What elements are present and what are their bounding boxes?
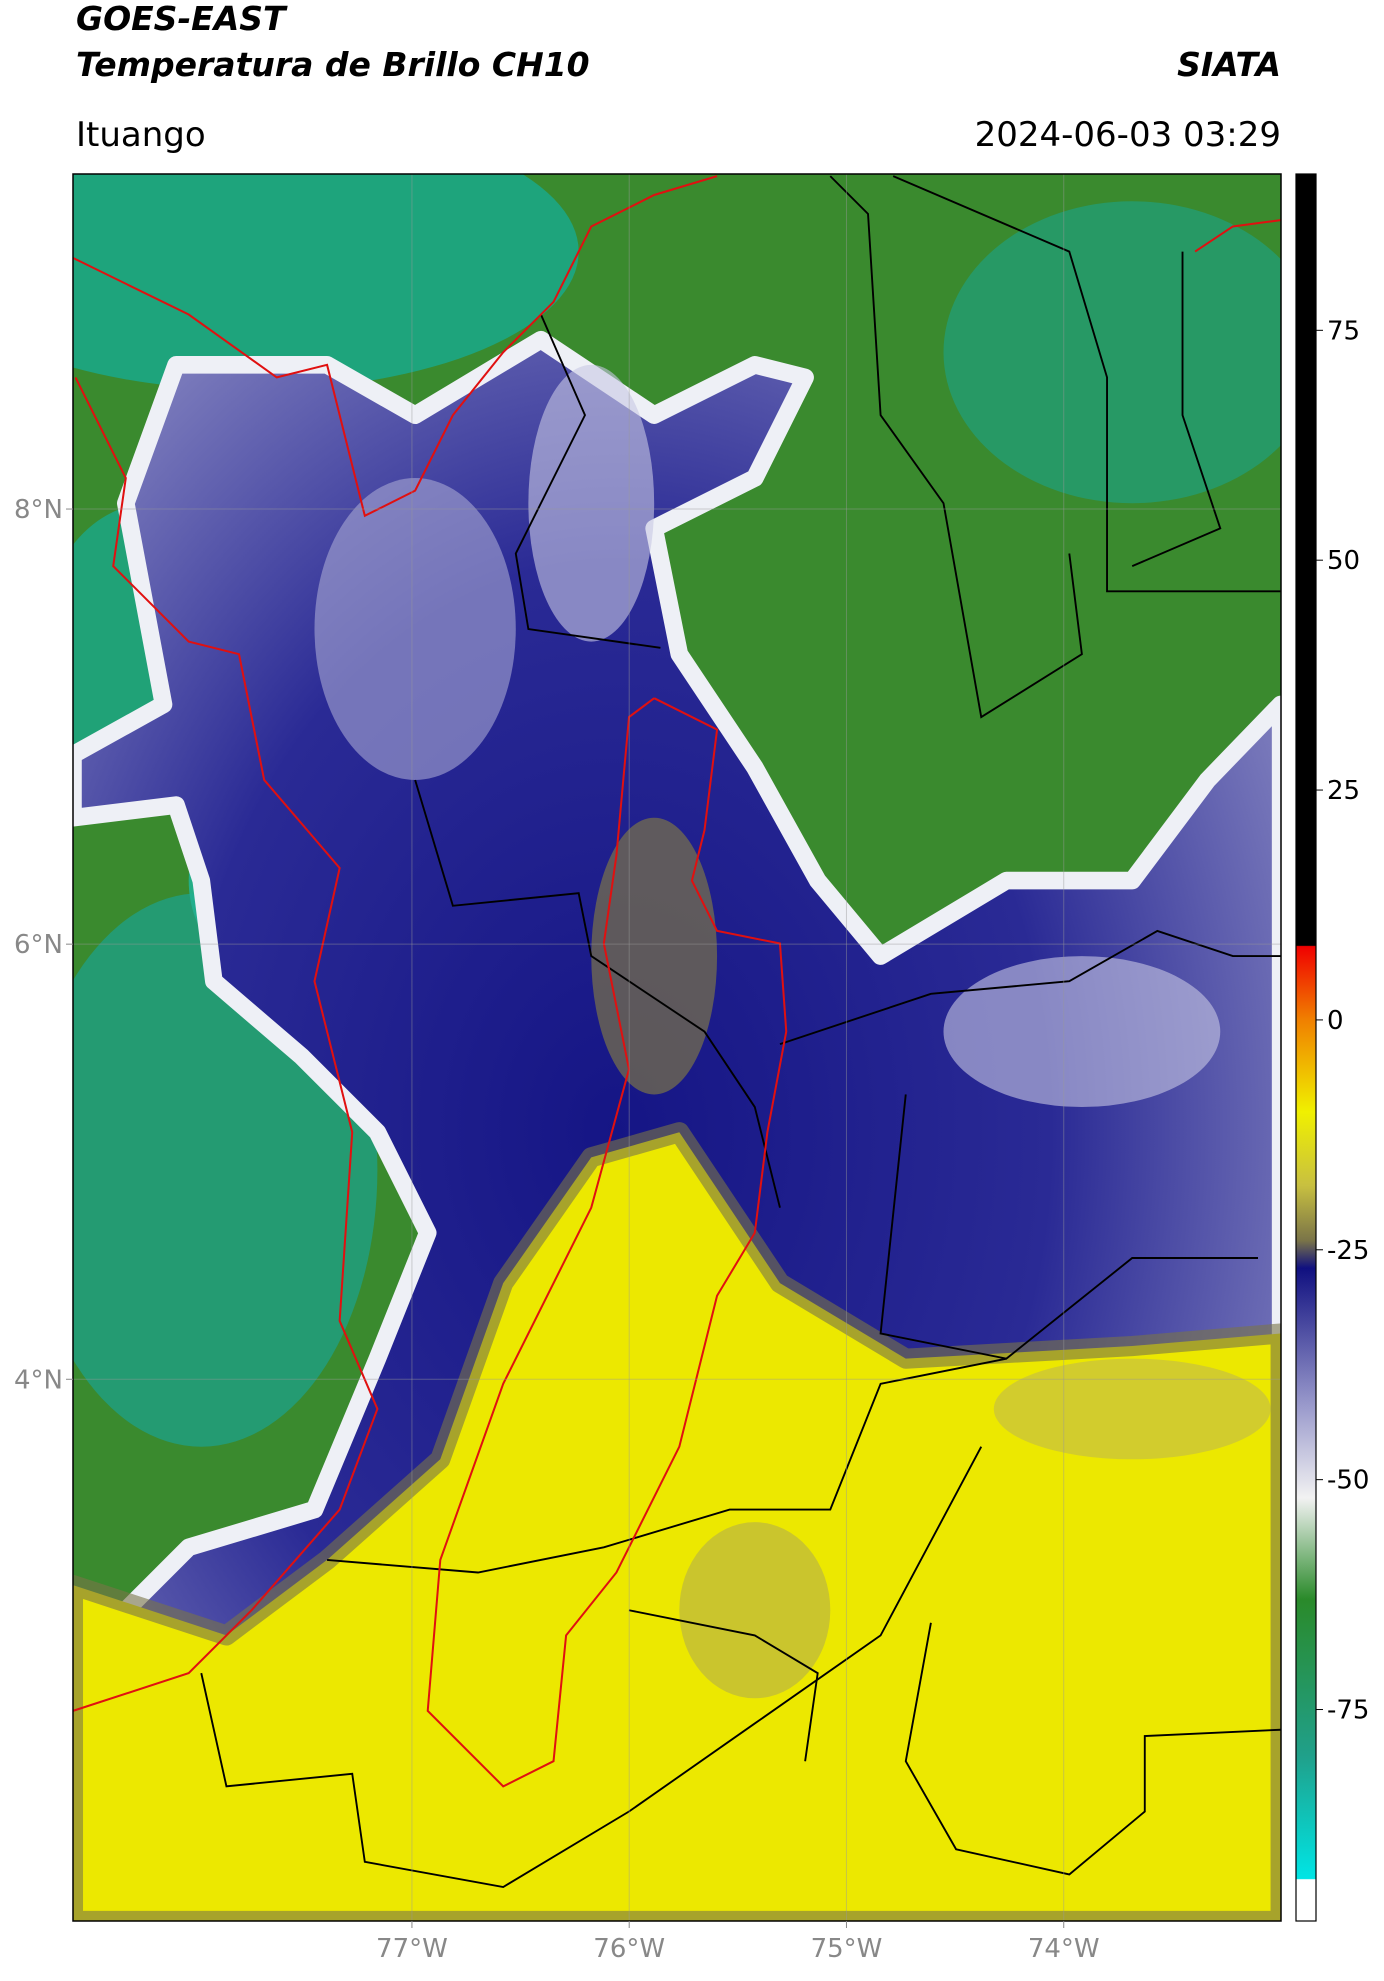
colorbar-tick-label: -25: [1327, 1236, 1369, 1266]
y-tick-label: 8°N: [14, 495, 63, 525]
location: Ituango: [76, 115, 206, 155]
source: SIATA: [1177, 45, 1281, 84]
x-tick-label: 74°W: [1028, 1934, 1100, 1964]
datetime: 2024-06-03 03:29: [975, 115, 1281, 155]
colorbar-tick-label: -50: [1327, 1466, 1369, 1496]
map-frame: [72, 173, 1282, 1922]
gridlines: [73, 174, 1281, 1921]
colorbar: [1295, 173, 1317, 1922]
subtitle: Temperatura de Brillo CH10: [76, 45, 590, 84]
colorbar-tick-label: -75: [1327, 1696, 1369, 1726]
colorbar-tick-label: 75: [1327, 316, 1360, 346]
x-tick-label: 75°W: [811, 1934, 883, 1964]
colorbar-tick-label: 25: [1327, 776, 1360, 806]
x-tick-label: 76°W: [593, 1934, 665, 1964]
y-tick-label: 4°N: [14, 1365, 63, 1395]
x-tick-label: 77°W: [376, 1934, 448, 1964]
title: GOES-EAST: [76, 0, 288, 38]
satellite-image: [73, 174, 1281, 1921]
colorbar-tick-label: 50: [1327, 546, 1360, 576]
colorbar-tick-label: 0: [1327, 1006, 1344, 1036]
y-tick-label: 6°N: [14, 930, 63, 960]
